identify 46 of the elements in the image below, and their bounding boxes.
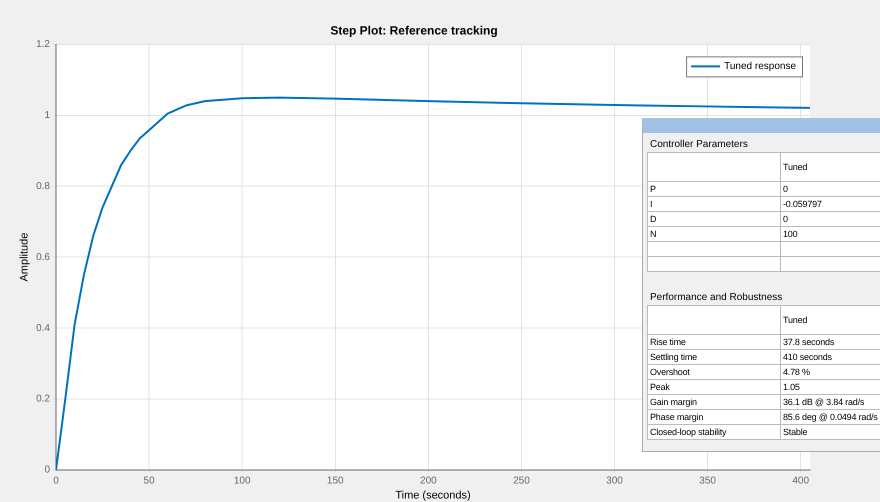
annotation: N	[648, 226, 780, 242]
y-tick-label: 0.8	[36, 180, 50, 192]
legend-label: Tuned response	[724, 61, 796, 72]
annotation: Performance and Robustness	[649, 291, 784, 305]
y-tick-label: 0.4	[36, 322, 50, 334]
annotation: D	[648, 212, 780, 226]
x-tick-label: 400	[792, 476, 810, 487]
annotation: Overshoot	[648, 364, 780, 380]
annotation: 0	[780, 182, 880, 196]
x-tick-label: 150	[326, 476, 344, 487]
y-tick-label: 0.6	[36, 252, 50, 263]
annotation: 85.6 deg @ 0.0494 rad/s	[780, 410, 880, 424]
x-tick-label: 300	[606, 476, 624, 487]
annotation: Rise time	[648, 334, 780, 350]
x-tick-label: 250	[513, 476, 530, 487]
annotation: 4.78 %	[780, 364, 880, 380]
annotation: Settling time	[648, 350, 780, 364]
annotation: 410 seconds	[780, 350, 880, 364]
annotation: 0	[780, 212, 880, 226]
x-tick-label: 50	[144, 476, 156, 487]
annotation: 1.05	[780, 380, 880, 394]
annotation: P	[648, 182, 780, 196]
y-tick-label: 1	[44, 110, 50, 122]
x-tick-label: 0	[53, 476, 60, 487]
annotation: Tuned	[780, 152, 880, 182]
annotation: 37.8 seconds	[780, 334, 880, 350]
annotation: -0.059797	[780, 196, 880, 212]
annotation: 100	[780, 226, 880, 242]
y-tick-label: 1.2	[36, 39, 50, 50]
annotation: Stable	[780, 424, 880, 440]
annotation: Peak	[648, 380, 780, 394]
annotation: 36.1 dB @ 3.84 rad/s	[780, 394, 880, 410]
y-axis-title: Amplitude	[18, 232, 31, 282]
annotation: Controller Parameters	[649, 138, 749, 152]
annotation: Gain margin	[648, 394, 780, 410]
chart-title: Step Plot: Reference tracking	[330, 24, 498, 38]
x-axis-title: Time (seconds)	[395, 489, 471, 502]
annotation: Phase margin	[648, 410, 780, 424]
x-tick-label: 200	[420, 476, 438, 487]
y-tick-label: 0	[44, 464, 50, 476]
x-tick-label: 350	[699, 476, 716, 487]
annotation: Closed-loop stability	[648, 424, 780, 440]
annotation: Tuned	[780, 306, 880, 334]
x-tick-label: 100	[234, 476, 251, 487]
annotation: I	[648, 196, 780, 212]
y-tick-label: 0.2	[36, 394, 50, 405]
